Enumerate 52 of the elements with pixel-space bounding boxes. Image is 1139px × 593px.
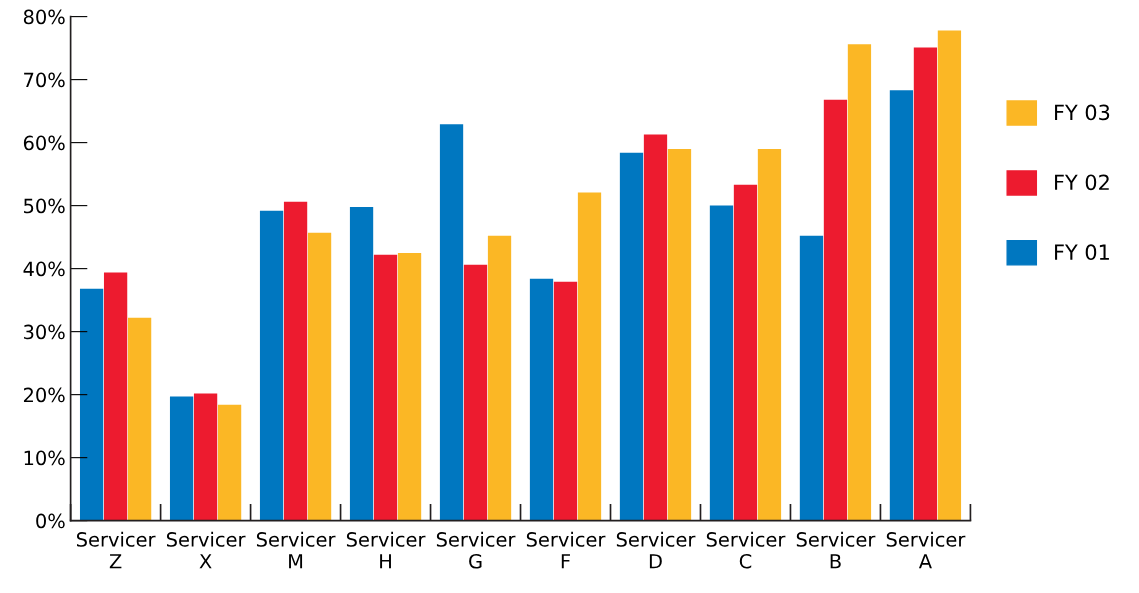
- y-tick-label: 80%: [23, 9, 65, 25]
- x-tick-label: Servicer Z: [76, 531, 156, 569]
- bar: [193, 393, 218, 521]
- x-tick-label: Servicer M: [256, 531, 336, 569]
- x-tick-label: Servicer C: [706, 531, 786, 569]
- legend-label: FY 02: [1055, 174, 1109, 191]
- bar: [349, 206, 374, 521]
- legend-label: FY 03: [1055, 104, 1110, 121]
- bar: [937, 30, 962, 521]
- x-tick-label: Servicer D: [616, 531, 696, 569]
- x-tick-label: Servicer B: [796, 531, 876, 569]
- y-tick-label: 0%: [36, 513, 65, 529]
- x-tick-label: Servicer X: [166, 531, 246, 569]
- bar: [757, 148, 782, 521]
- bar: [667, 148, 692, 521]
- bar: [103, 272, 128, 521]
- x-tick-label: Servicer G: [436, 531, 516, 569]
- bar: [619, 152, 644, 521]
- bar: [169, 396, 194, 521]
- bar: [307, 232, 332, 521]
- legend-label: FY 01: [1055, 244, 1109, 261]
- x-tick-label: Servicer H: [346, 531, 426, 569]
- bar: [439, 124, 464, 521]
- bar: [487, 235, 512, 521]
- y-tick-label: 20%: [23, 387, 65, 403]
- bar: [553, 281, 578, 521]
- bar: [79, 288, 104, 521]
- y-tick-label: 70%: [24, 72, 65, 88]
- y-tick-label: 30%: [24, 324, 65, 340]
- bar: [823, 99, 848, 521]
- bar: [709, 205, 734, 521]
- y-tick-label: 60%: [23, 135, 65, 151]
- bar: [643, 134, 668, 521]
- bar: [799, 235, 824, 521]
- y-tick-label: 10%: [24, 450, 65, 466]
- bar: [529, 278, 554, 521]
- bar: [889, 90, 914, 521]
- y-tick-label: 50%: [24, 198, 65, 214]
- bar: [283, 201, 308, 521]
- x-tick-label: Servicer A: [886, 531, 966, 569]
- bar: [373, 254, 398, 521]
- bar: [127, 317, 152, 521]
- x-tick-label: Servicer F: [526, 531, 606, 569]
- y-tick-label: 40%: [23, 261, 65, 277]
- bar: [847, 44, 872, 521]
- bar: [913, 47, 938, 521]
- bar: [259, 210, 284, 521]
- bar: [577, 192, 602, 521]
- bar: [217, 404, 242, 521]
- bar: [397, 252, 422, 521]
- bar: [733, 184, 758, 521]
- bar: [463, 264, 488, 521]
